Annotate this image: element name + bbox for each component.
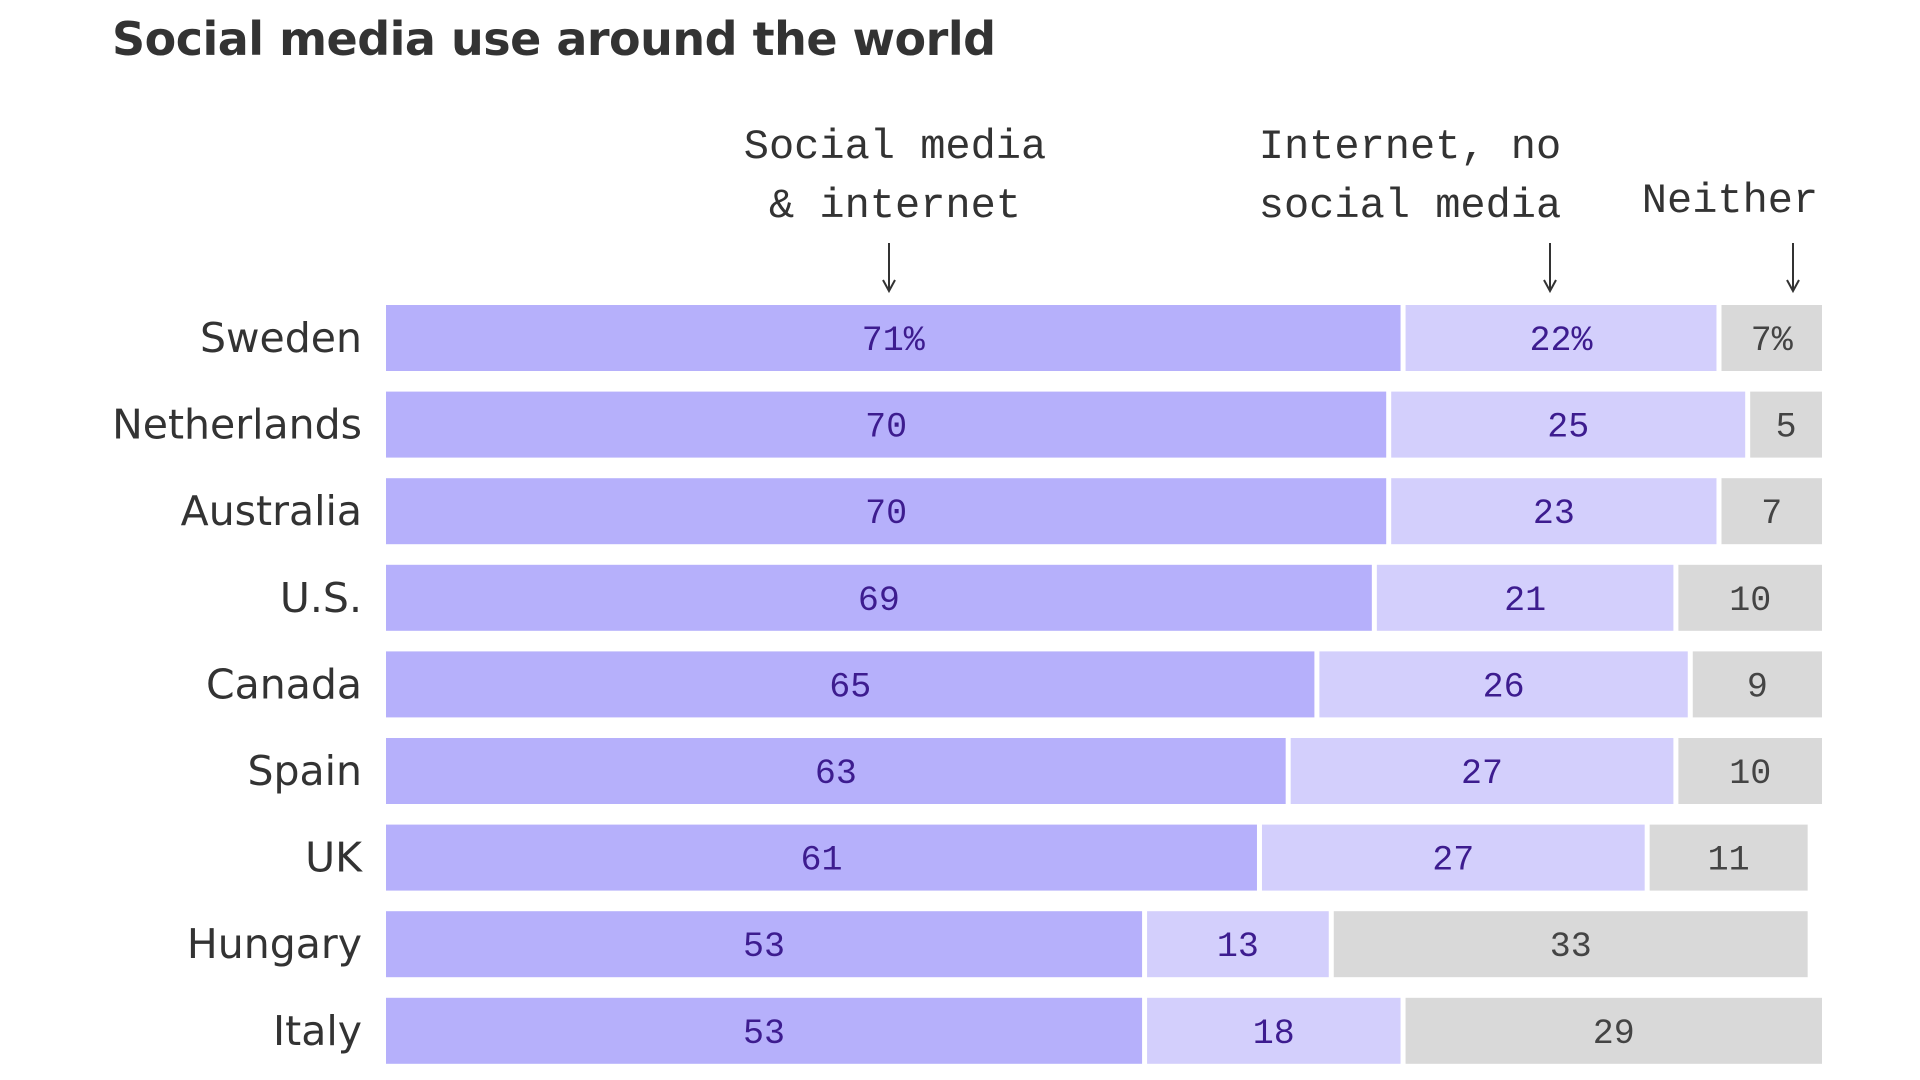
- country-label: Spain: [247, 747, 362, 795]
- bar-segment-internet: [1319, 651, 1688, 718]
- bar-segment-social: [386, 564, 1372, 631]
- bar-segment-neither: [1649, 824, 1808, 891]
- value-label: 70: [865, 408, 907, 448]
- arrow-down-icon: [1786, 243, 1800, 294]
- legend-label: Internet, no social media: [1259, 123, 1561, 230]
- value-label: 70: [865, 494, 907, 534]
- bar-row: 71% 22% 7%: [386, 305, 1822, 371]
- bar-segment-internet: [1147, 997, 1401, 1064]
- value-label: 63: [815, 754, 857, 794]
- bar-segment-neither: [1678, 564, 1822, 631]
- value-label: 29: [1593, 1014, 1635, 1054]
- value-label: 33: [1550, 927, 1592, 967]
- value-label: 71%: [862, 321, 926, 361]
- bar-row: 70 23 7: [386, 478, 1822, 545]
- value-label: 9: [1747, 667, 1768, 707]
- value-label: 10: [1729, 754, 1771, 794]
- arrow-down-icon: [1543, 243, 1557, 294]
- chart-title: Social media use around the world: [112, 12, 996, 66]
- value-label: 26: [1483, 667, 1525, 707]
- bar-segment-social: [386, 997, 1143, 1064]
- value-label: 18: [1253, 1014, 1295, 1054]
- legend-item-social: Social media & internet: [744, 123, 1046, 294]
- value-label: 11: [1708, 841, 1750, 881]
- value-label: 23: [1533, 494, 1575, 534]
- value-label: 25: [1547, 408, 1589, 448]
- value-label: 61: [800, 841, 842, 881]
- bar-segment-social: [386, 911, 1143, 978]
- bar-segment-internet: [1290, 738, 1674, 804]
- value-label: 53: [743, 1014, 785, 1054]
- bar-segment-social: [386, 824, 1257, 891]
- country-label: Hungary: [187, 920, 362, 968]
- bar-segment-neither: [1692, 651, 1822, 718]
- bar-segment-internet: [1261, 824, 1645, 891]
- bar-row: 69 21 10: [386, 564, 1822, 631]
- value-label: 65: [829, 667, 871, 707]
- legend-label: Neither: [1642, 177, 1818, 225]
- bar-row: 65 26 9: [386, 651, 1822, 718]
- bar-row: 53 13 33: [386, 911, 1808, 978]
- arrow-down-icon: [882, 243, 896, 294]
- bar-segment-social: [386, 651, 1315, 718]
- legend-label: Social media & internet: [744, 123, 1046, 230]
- value-label: 22%: [1530, 321, 1594, 361]
- bar-segment-internet: [1147, 911, 1329, 978]
- bar-segment-neither: [1721, 478, 1822, 545]
- value-label: 21: [1504, 581, 1546, 621]
- value-label: 7: [1761, 494, 1782, 534]
- bar-row: 53 18 29: [386, 997, 1822, 1064]
- country-label: U.S.: [280, 574, 362, 622]
- bar-segment-neither: [1333, 911, 1808, 978]
- bar-segment-social: [386, 305, 1401, 371]
- bar-segment-internet: [1376, 564, 1674, 631]
- bar-segment-social: [386, 738, 1286, 804]
- value-label: 27: [1461, 754, 1503, 794]
- country-label: Australia: [181, 487, 362, 535]
- value-label: 53: [743, 927, 785, 967]
- country-label: Sweden: [200, 314, 362, 362]
- value-label: 13: [1217, 927, 1259, 967]
- bar-row: 63 27 10: [386, 738, 1822, 804]
- country-label: UK: [305, 834, 363, 882]
- value-label: 5: [1776, 408, 1797, 448]
- bar-segment-neither: [1750, 391, 1822, 458]
- bar-segment-internet: [1391, 478, 1717, 545]
- value-label: 7%: [1751, 321, 1794, 361]
- value-label: 27: [1432, 841, 1474, 881]
- bar-segment-social: [386, 391, 1387, 458]
- legend-item-neither: Neither: [1642, 177, 1818, 294]
- bars: 71% 22% 7% 70 25 5 70 23 7 69 21 10 65 26 9 63 27 10 61 27 1…: [386, 305, 1822, 1064]
- bar-row: 70 25 5: [386, 391, 1822, 458]
- bar-row: 61 27 11: [386, 824, 1808, 891]
- country-label: Netherlands: [112, 401, 362, 449]
- bar-segment-neither: [1721, 305, 1822, 371]
- bar-segment-social: [386, 478, 1387, 545]
- bar-segment-internet: [1405, 305, 1717, 371]
- legend: Social media & internet Internet, no social…: [744, 123, 1818, 294]
- country-labels: Sweden Netherlands Australia U.S. Canada Spai…: [112, 314, 363, 1055]
- country-label: Canada: [206, 660, 362, 708]
- value-label: 10: [1729, 581, 1771, 621]
- country-label: Italy: [273, 1007, 362, 1055]
- bar-segment-internet: [1391, 391, 1746, 458]
- legend-item-internet: Internet, no social media: [1259, 123, 1561, 294]
- value-label: 69: [858, 581, 900, 621]
- bar-segment-neither: [1405, 997, 1822, 1064]
- bar-segment-neither: [1678, 738, 1822, 804]
